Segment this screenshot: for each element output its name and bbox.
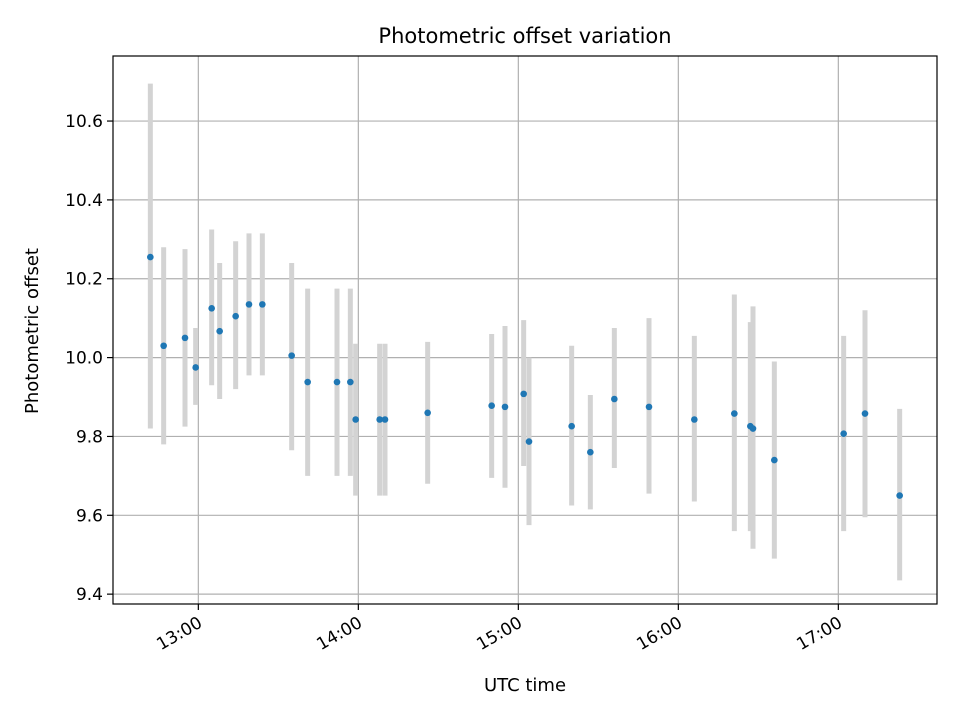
y-tick-label: 9.6 bbox=[76, 506, 103, 526]
plot-area-frame bbox=[112, 55, 938, 605]
x-axis-title: UTC time bbox=[484, 675, 566, 696]
data-point bbox=[181, 334, 189, 342]
data-point bbox=[259, 301, 266, 308]
data-point bbox=[381, 416, 389, 423]
data-point bbox=[568, 422, 575, 430]
data-point bbox=[501, 403, 509, 411]
data-point bbox=[587, 448, 594, 456]
y-tick-label: 10.2 bbox=[65, 270, 103, 290]
y-tick-label: 10.6 bbox=[65, 112, 103, 132]
data-point bbox=[525, 438, 533, 445]
data-point bbox=[840, 430, 847, 437]
chart-title: Photometric offset variation bbox=[378, 24, 671, 48]
data-point bbox=[520, 390, 527, 398]
data-points bbox=[147, 253, 903, 499]
data-point bbox=[771, 456, 778, 464]
data-point bbox=[216, 327, 223, 335]
data-point bbox=[232, 312, 239, 320]
y-axis-title: Photometric offset bbox=[22, 248, 43, 414]
data-point bbox=[208, 305, 215, 312]
data-point bbox=[611, 395, 618, 403]
data-point bbox=[861, 410, 869, 417]
y-tick-label: 9.4 bbox=[76, 585, 103, 605]
data-point bbox=[352, 416, 359, 423]
data-point bbox=[376, 416, 383, 423]
data-point bbox=[645, 403, 653, 411]
data-point bbox=[333, 378, 341, 386]
data-point bbox=[731, 410, 738, 417]
data-point bbox=[347, 378, 354, 386]
data-point bbox=[749, 425, 757, 432]
data-point bbox=[424, 409, 431, 417]
data-point bbox=[896, 492, 903, 499]
data-point bbox=[288, 352, 295, 359]
y-tick-label: 10.0 bbox=[65, 349, 103, 369]
y-tick-label: 9.8 bbox=[76, 427, 103, 447]
data-point bbox=[245, 301, 253, 308]
y-tick-label: 10.4 bbox=[65, 191, 103, 211]
data-point bbox=[691, 416, 698, 423]
data-point bbox=[488, 402, 495, 409]
data-point bbox=[160, 342, 167, 350]
data-point bbox=[304, 378, 311, 386]
data-point bbox=[192, 364, 199, 371]
data-point bbox=[147, 253, 154, 261]
